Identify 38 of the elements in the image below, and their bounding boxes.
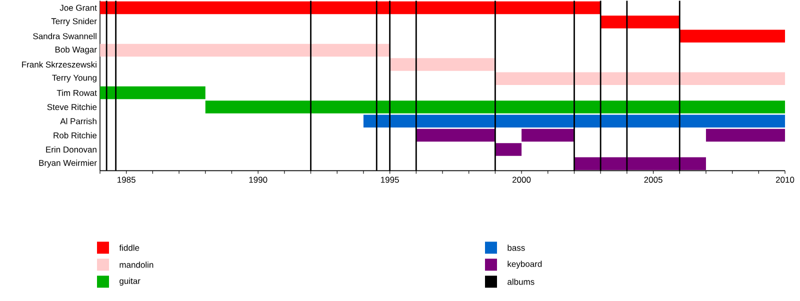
y-tick-label: Sandra Swannell <box>33 33 96 40</box>
bar <box>100 86 206 100</box>
bar <box>522 129 574 142</box>
legend-label: mandolin <box>120 262 154 268</box>
y-tick-label: Frank Skrzeszewski <box>22 61 96 68</box>
legend-label: guitar <box>120 278 140 286</box>
bar <box>205 100 786 114</box>
y-tick-label: Bryan Weirmier <box>39 160 97 168</box>
y-tick-label: Rob Ritchie <box>54 132 97 139</box>
x-tick-label: 1985 <box>118 176 136 183</box>
bar <box>706 129 786 142</box>
x-tick-label: 2005 <box>644 176 662 183</box>
x-tick-label: 1990 <box>249 176 268 183</box>
legend-label: fiddle <box>119 244 140 251</box>
bar <box>495 143 522 156</box>
bar <box>416 129 496 142</box>
legend-label: keyboard <box>508 260 542 269</box>
y-tick-label: Al Parrish <box>60 118 96 124</box>
x-tick-label: 2000 <box>512 176 531 183</box>
bar <box>680 30 786 43</box>
bar <box>574 157 706 170</box>
bar <box>363 114 786 128</box>
x-tick-label: 2010 <box>776 176 794 183</box>
bar <box>495 72 786 86</box>
y-tick-label: Tim Rowat <box>56 90 97 96</box>
legend-label: bass <box>508 244 525 251</box>
bar <box>600 16 680 28</box>
y-tick-label: Bob Wagar <box>55 46 97 54</box>
y-tick-label: Terry Young <box>52 74 96 83</box>
y-tick-label: Steve Ritchie <box>47 104 97 110</box>
y-tick-label: Erin Donovan <box>46 146 96 153</box>
y-tick-label: Joe Grant <box>60 4 97 11</box>
legend-label: albums <box>508 278 534 285</box>
x-tick-label: 1995 <box>381 176 399 183</box>
bar <box>100 2 601 14</box>
bar <box>390 58 496 71</box>
y-tick-label: Terry Snider <box>51 18 97 26</box>
bar <box>100 44 390 57</box>
